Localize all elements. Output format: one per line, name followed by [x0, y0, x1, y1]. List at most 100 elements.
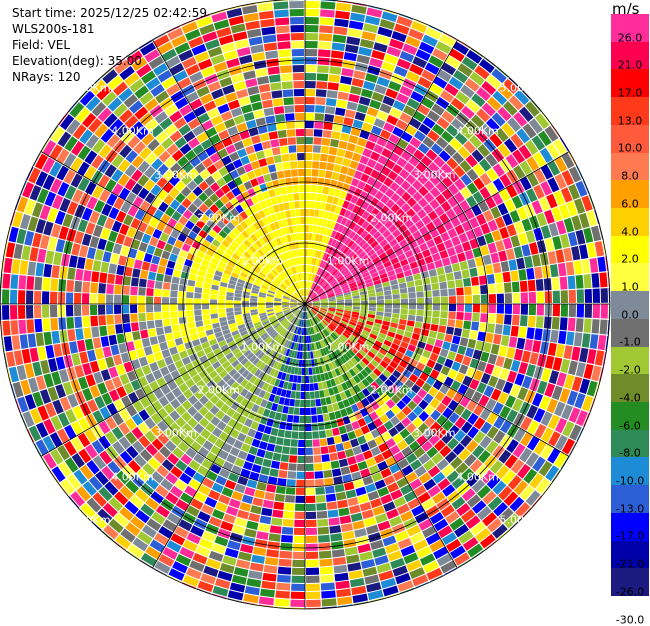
radar-gate	[4, 258, 13, 273]
radar-gate	[131, 322, 139, 331]
radar-gate	[399, 319, 407, 325]
radar-gate	[289, 153, 297, 161]
radar-gate	[122, 305, 129, 314]
radar-gate	[77, 257, 86, 269]
radar-gate	[172, 325, 180, 333]
radar-gate	[163, 319, 171, 327]
radar-gate	[282, 406, 288, 414]
radar-gate	[203, 283, 211, 289]
radar-gate	[306, 496, 316, 503]
radar-gate	[295, 512, 305, 519]
radar-gate	[90, 294, 97, 304]
radar-gate	[413, 273, 421, 280]
radar-gate	[504, 282, 512, 292]
radar-gate	[346, 489, 357, 498]
radar-gate	[272, 510, 283, 518]
radar-gate	[393, 294, 400, 299]
radar-gate	[407, 281, 415, 287]
radar-gate	[553, 304, 560, 316]
radar-gate	[491, 344, 500, 355]
radar-gate	[264, 565, 278, 574]
radar-gate	[330, 180, 337, 188]
radar-gate	[450, 255, 459, 264]
radar-gate	[325, 106, 335, 114]
radar-gate	[496, 283, 504, 293]
radar-gate	[20, 260, 29, 274]
radar-gate	[12, 335, 21, 350]
radar-gate	[295, 121, 304, 128]
radar-gate	[147, 320, 155, 328]
radar-gate	[317, 519, 328, 527]
radar-gate	[537, 354, 547, 367]
radar-gate	[74, 317, 82, 329]
radar-gate	[64, 355, 74, 368]
radar-gate	[275, 598, 290, 606]
radar-gate	[306, 488, 315, 495]
radar-gate	[408, 292, 415, 298]
radar-gate	[462, 329, 470, 338]
radar-gate	[301, 233, 304, 240]
radar-gate	[99, 326, 107, 337]
radar-gate	[408, 287, 416, 293]
radar-gate	[312, 161, 319, 168]
radar-gate	[322, 138, 331, 146]
radar-gate	[247, 86, 259, 95]
radar-gate	[305, 193, 310, 200]
radar-gate	[128, 350, 137, 360]
range-ring-label: 1.00Km	[327, 341, 369, 354]
radar-gate	[454, 244, 463, 254]
radar-gate	[319, 25, 333, 33]
radar-gate	[338, 92, 349, 101]
radar-gate	[262, 459, 271, 468]
radar-gate	[325, 486, 335, 494]
radar-gate	[66, 280, 74, 292]
radar-gate	[446, 327, 454, 335]
radar-gate	[281, 73, 293, 81]
radar-gate	[462, 241, 471, 251]
radar-gate	[90, 361, 100, 373]
radar-gate	[284, 105, 294, 113]
radar-gate	[352, 594, 368, 604]
radar-gate	[45, 345, 54, 359]
radar-gate	[146, 305, 153, 313]
radar-gate	[521, 304, 528, 315]
radar-gate	[194, 299, 201, 304]
radar-gate	[503, 238, 513, 250]
radar-gate	[312, 169, 319, 176]
range-ring-label: 2.00Km	[370, 211, 412, 224]
radar-gate	[67, 268, 75, 280]
radar-gate	[164, 326, 172, 334]
radar-gate	[18, 290, 25, 304]
radar-gate	[313, 447, 321, 455]
radar-gate	[2, 289, 9, 304]
radar-gate	[440, 311, 447, 318]
radar-gate	[234, 301, 241, 304]
radar-gate	[28, 334, 37, 348]
radar-gate	[50, 292, 57, 304]
colorbar-tick-label: -8.0	[611, 447, 649, 460]
radar-gate	[597, 257, 606, 272]
radar-gate	[384, 290, 391, 295]
radar-gate	[264, 43, 277, 52]
radar-gate	[179, 317, 187, 324]
radar-gate	[211, 290, 219, 295]
radar-gate	[36, 333, 45, 347]
radar-gate	[294, 89, 304, 96]
radar-gate	[351, 586, 366, 595]
radar-gate	[278, 130, 287, 138]
radar-gate	[48, 358, 58, 372]
radar-gate	[314, 383, 319, 390]
radar-gate	[335, 484, 345, 493]
radar-gate	[34, 319, 42, 332]
radar-gate	[253, 547, 266, 556]
radar-gate	[277, 33, 290, 41]
radar-gate	[266, 484, 276, 493]
radar-gate	[472, 286, 480, 295]
radar-gate	[298, 432, 305, 439]
radar-gate	[279, 179, 286, 187]
radar-gate	[349, 505, 361, 514]
radar-gate	[152, 344, 161, 353]
radar-gate	[425, 304, 432, 310]
radar-gate	[305, 65, 317, 72]
radar-gate	[242, 138, 252, 147]
